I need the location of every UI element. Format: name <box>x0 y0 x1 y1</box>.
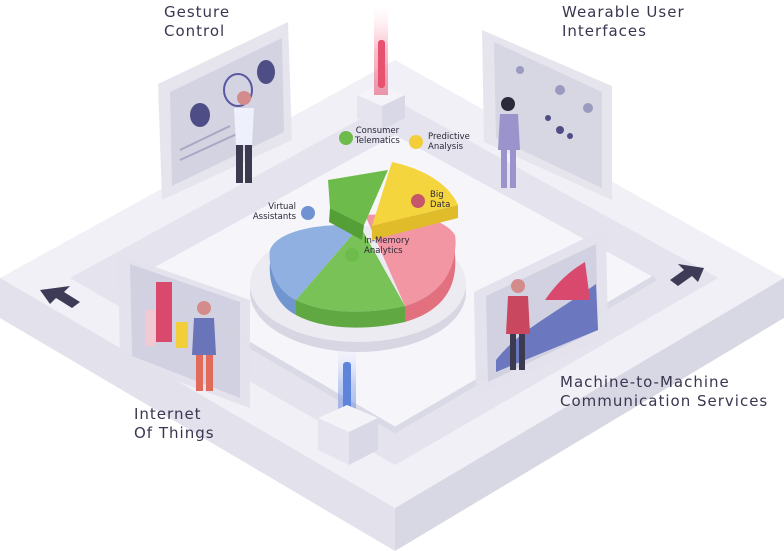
gesture-person <box>234 91 254 183</box>
slice-consumer-telematics <box>328 170 388 225</box>
slice-in-memory-analytics <box>296 226 405 312</box>
m2m-person <box>506 279 530 370</box>
marker-in-memory-analytics <box>345 248 359 262</box>
top-beam-pillar <box>357 5 405 130</box>
gesture-control-panel <box>158 22 292 200</box>
label-wearable-user-interfaces: Wearable User Interfaces <box>562 3 685 40</box>
iot-panel <box>118 254 250 408</box>
left-arrow-icon <box>40 286 80 308</box>
label-big-data: Big Data <box>430 190 451 210</box>
wearable-person <box>498 97 520 188</box>
marker-big-data <box>411 194 425 208</box>
label-internet-of-things: Internet Of Things <box>134 405 215 442</box>
label-in-memory-analytics: In-Memory Analytics <box>364 236 410 256</box>
label-predictive-analysis: Predictive Analysis <box>428 132 470 152</box>
iot-person <box>192 301 216 391</box>
marker-consumer-telematics <box>339 131 353 145</box>
marker-virtual-assistants <box>301 206 315 220</box>
label-consumer-telematics: Consumer Telematics <box>355 126 400 146</box>
slice-big-data <box>365 214 456 306</box>
pie-chart <box>269 131 458 328</box>
label-machine-to-machine: Machine-to-Machine Communication Service… <box>560 373 769 410</box>
bottom-beam-pillar <box>318 345 378 465</box>
slice-virtual-assistants-top <box>269 225 360 300</box>
label-gesture-control: Gesture Control <box>164 3 231 40</box>
wearable-ui-panel <box>482 30 612 200</box>
marker-predictive-analysis <box>409 135 423 149</box>
right-arrow-icon <box>670 264 704 286</box>
slice-predictive-analysis <box>372 162 458 226</box>
label-virtual-assistants: Virtual Assistants <box>252 202 296 222</box>
